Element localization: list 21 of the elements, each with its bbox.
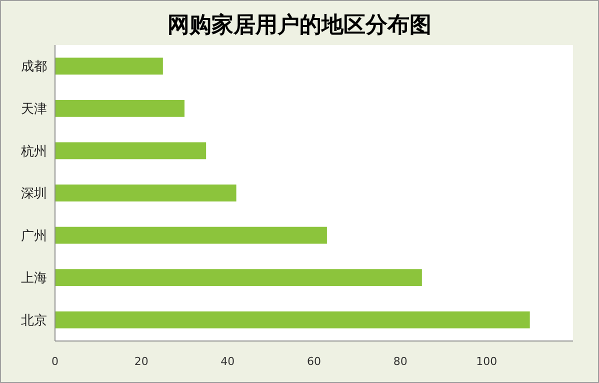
- chart-title: 网购家居用户的地区分布图: [168, 12, 432, 38]
- y-tick-label: 成都: [21, 60, 47, 75]
- x-tick-label: 40: [220, 355, 235, 368]
- x-tick-label: 80: [393, 355, 408, 368]
- y-tick-label: 上海: [21, 271, 47, 286]
- x-tick-label: 100: [476, 355, 498, 368]
- y-tick-label: 广州: [21, 228, 47, 244]
- bar: [55, 142, 206, 160]
- bar: [55, 226, 327, 244]
- bar: [55, 58, 163, 75]
- bar: [55, 100, 184, 117]
- bar: [55, 311, 530, 328]
- x-tick-label: 60: [307, 355, 321, 368]
- bar: [55, 269, 422, 286]
- y-tick-label: 深圳: [21, 186, 47, 202]
- y-tick-label: 杭州: [20, 144, 47, 160]
- bar: [55, 184, 236, 202]
- y-tick-label: 天津: [21, 102, 47, 117]
- x-tick-label: 20: [134, 355, 148, 368]
- y-tick-label: 北京: [21, 313, 47, 328]
- x-tick-label: 0: [52, 355, 58, 368]
